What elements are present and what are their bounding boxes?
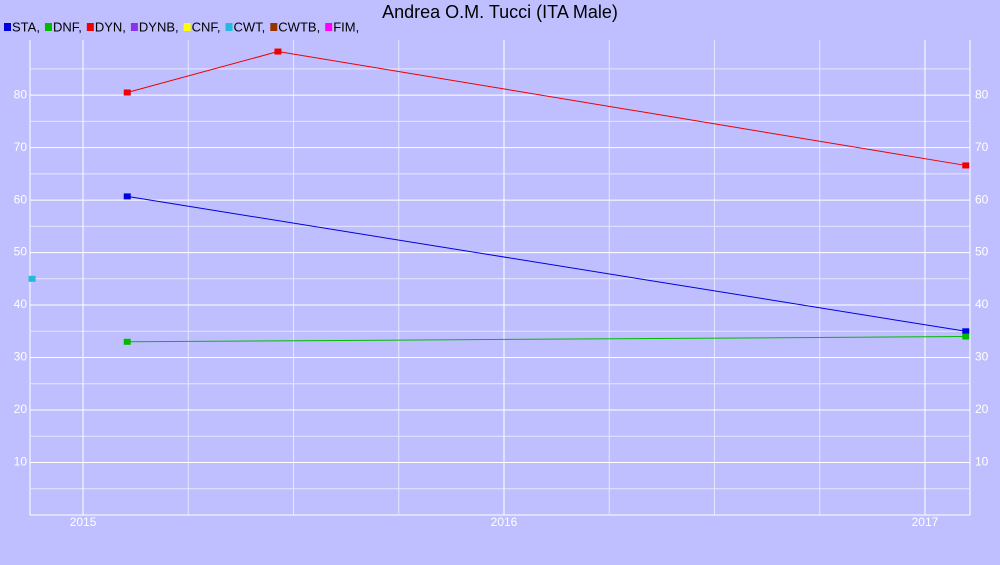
point (962, 162, 970, 169)
legend-label: DYNB, (139, 19, 179, 34)
x-tick-label: 2016 (491, 515, 518, 529)
legend-label: STA, (12, 19, 40, 34)
legend-label: FIM, (333, 19, 359, 34)
legend-swatch (183, 23, 191, 31)
y2-tick-label: 10 (975, 455, 989, 469)
y-tick-label: 10 (14, 455, 28, 469)
y2-tick-label: 70 (975, 140, 989, 154)
point (962, 333, 970, 340)
y-tick-label: 40 (14, 297, 28, 311)
x-tick-label: 2015 (70, 515, 97, 529)
point (28, 275, 36, 282)
y-tick-label: 70 (14, 140, 28, 154)
y-tick-label: 20 (14, 402, 28, 416)
point (123, 89, 131, 96)
legend-label: DNF, (53, 19, 82, 34)
y2-tick-label: 80 (975, 87, 989, 101)
series-line (127, 336, 966, 343)
y-tick-label: 60 (14, 192, 28, 206)
series-line (127, 195, 966, 332)
point (123, 338, 131, 345)
y2-tick-label: 20 (975, 402, 989, 416)
legend-label: CWTB, (278, 19, 320, 34)
legend-swatch (325, 23, 333, 31)
y-tick-label: 30 (14, 350, 28, 364)
legend-swatch (4, 23, 11, 31)
y2-tick-label: 50 (975, 245, 989, 259)
chart-title: Andrea O.M. Tucci (ITA Male) (382, 2, 618, 22)
y2-tick-label: 60 (975, 192, 989, 206)
y2-tick-label: 30 (975, 350, 989, 364)
legend-swatch (130, 23, 138, 31)
x-tick-label: 2017 (912, 515, 939, 529)
point (123, 193, 131, 200)
y-tick-label: 80 (14, 87, 28, 101)
legend-swatch (86, 23, 94, 31)
legend-swatch (270, 23, 278, 31)
y2-tick-label: 40 (975, 297, 989, 311)
legend-label: DYN, (95, 19, 126, 34)
point (962, 328, 970, 335)
legend-swatch (44, 23, 52, 31)
point (274, 48, 282, 55)
legend-label: CWT, (234, 19, 266, 34)
legend-label: CNF, (192, 19, 221, 34)
y-tick-label: 50 (14, 245, 28, 259)
legend-swatch (225, 23, 233, 31)
